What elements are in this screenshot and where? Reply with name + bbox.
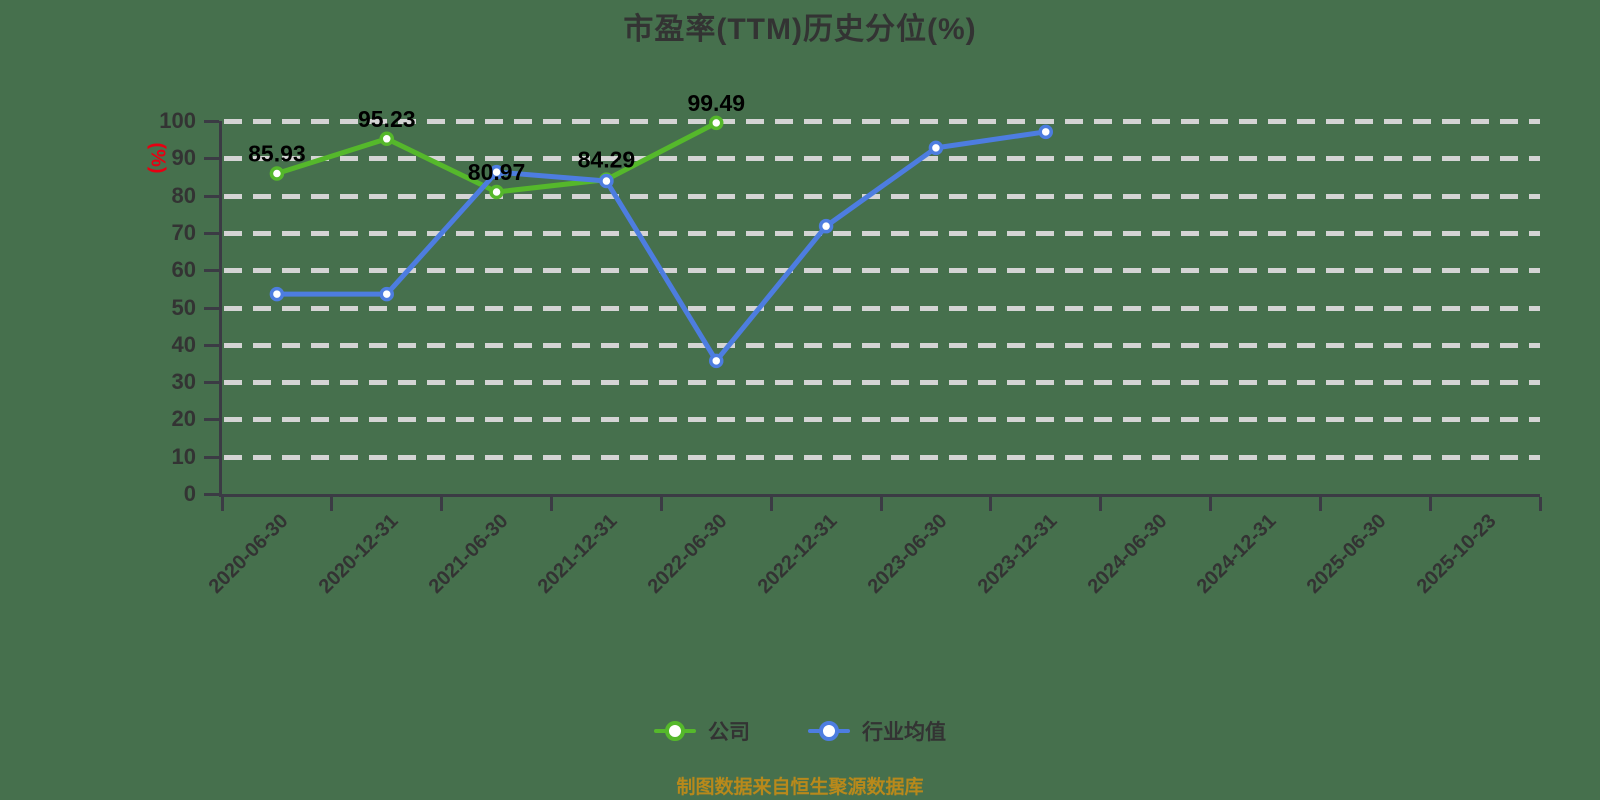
y-axis-label: 40 <box>171 331 196 357</box>
data-point <box>269 286 285 302</box>
data-point <box>709 115 724 131</box>
data-source-note: 制图数据来自恒生聚源数据库 <box>676 777 924 798</box>
x-axis-label: 2020-06-30 <box>204 510 293 598</box>
x-axis-label: 2025-06-30 <box>1302 510 1391 598</box>
gridline-90 <box>224 156 1540 162</box>
y-axis-tick <box>204 120 219 123</box>
x-axis-tick <box>659 497 663 511</box>
data-point <box>599 173 614 189</box>
gridline-20 <box>224 417 1540 423</box>
y-axis-label: 100 <box>159 108 196 133</box>
x-axis-tick <box>1099 497 1103 511</box>
data-point <box>1038 124 1053 140</box>
x-axis-tick <box>440 497 444 511</box>
gridline-30 <box>224 380 1540 386</box>
y-axis-label: 50 <box>171 294 196 320</box>
y-axis-tick <box>204 269 219 273</box>
x-axis-tick <box>330 497 334 511</box>
y-axis-tick <box>204 306 219 310</box>
gridline-100 <box>224 119 1540 124</box>
data-point <box>709 353 724 369</box>
x-axis-label: 2021-06-30 <box>424 510 513 598</box>
series-svg: 85.93 95.23 80.97 84.29 99.49 <box>248 90 1053 369</box>
x-axis-tick <box>1318 497 1322 511</box>
x-axis-tick <box>769 497 773 511</box>
data-label: 84.29 <box>578 147 636 173</box>
legend-item-0[interactable]: 公司 <box>654 716 750 746</box>
x-axis-tick <box>550 497 553 511</box>
y-axis-label: 30 <box>171 369 196 395</box>
x-axis-tick <box>1538 497 1542 511</box>
x-axis-label: 2025-10-23 <box>1412 510 1501 598</box>
x-axis-label: 2022-12-31 <box>753 510 842 598</box>
data-label: 95.23 <box>358 106 416 132</box>
y-axis-tick <box>204 194 219 198</box>
data-point <box>379 286 394 302</box>
chart-title: 市盈率(TTM)历史分位(%) <box>623 13 977 46</box>
data-point <box>489 164 504 180</box>
data-label: 99.49 <box>687 90 745 116</box>
x-axis-label: 2024-12-31 <box>1193 510 1281 598</box>
y-axis-tick <box>204 455 219 459</box>
y-axis-tick <box>204 381 219 385</box>
y-axis-tick <box>204 418 219 422</box>
data-label: 80.97 <box>468 159 526 185</box>
x-axis-tick <box>879 497 883 511</box>
gridline-60 <box>224 268 1540 274</box>
series-line-1 <box>274 129 1049 364</box>
gridline-80 <box>224 193 1540 199</box>
x-axis-label: 2023-06-30 <box>863 510 952 598</box>
x-axis-label: 2022-06-30 <box>643 510 732 598</box>
y-axis-label: 60 <box>171 257 196 283</box>
y-axis-label: 0 <box>183 481 196 506</box>
x-axis-tick <box>1209 497 1212 511</box>
x-axis-label: 2023-12-31 <box>973 510 1062 598</box>
y-axis-label: 90 <box>171 145 196 171</box>
legend-label: 行业均值 <box>862 721 946 744</box>
x-axis-tick <box>1428 497 1432 511</box>
gridline-70 <box>224 230 1540 236</box>
x-axis-label: 2024-06-30 <box>1083 510 1172 598</box>
data-point <box>269 166 285 181</box>
data-point <box>489 184 504 200</box>
data-point <box>818 218 834 234</box>
x-axis-label: 2021-12-31 <box>534 510 622 598</box>
gridline-40 <box>224 342 1540 348</box>
y-axis-tick <box>204 343 219 347</box>
y-axis-tick <box>204 493 219 496</box>
x-axis-label: 2020-12-31 <box>314 510 403 598</box>
data-label: 85.93 <box>248 140 306 166</box>
x-axis-tick <box>220 497 224 511</box>
gridline-10 <box>224 454 1540 460</box>
data-point <box>928 140 944 156</box>
legend-item-1[interactable]: 行业均值 <box>808 716 946 746</box>
legend-marker-icon <box>654 721 696 741</box>
plot-area: 0 10 20 30 40 50 60 70 80 90 100 2020-06-30 2020-12-… <box>159 90 1542 598</box>
y-axis-label: 10 <box>171 443 196 469</box>
data-point <box>379 131 394 147</box>
legend-label: 公司 <box>708 721 750 744</box>
y-axis-label: 20 <box>171 406 196 432</box>
y-axis-label: 80 <box>171 182 196 208</box>
y-axis-tick <box>204 157 219 161</box>
gridline-50 <box>224 305 1540 311</box>
legend-marker-icon <box>808 721 850 741</box>
y-axis-tick <box>204 231 219 235</box>
legend: 公司 行业均值 <box>0 716 1600 746</box>
x-axis-tick <box>989 497 993 511</box>
y-axis-label: 70 <box>171 219 196 245</box>
